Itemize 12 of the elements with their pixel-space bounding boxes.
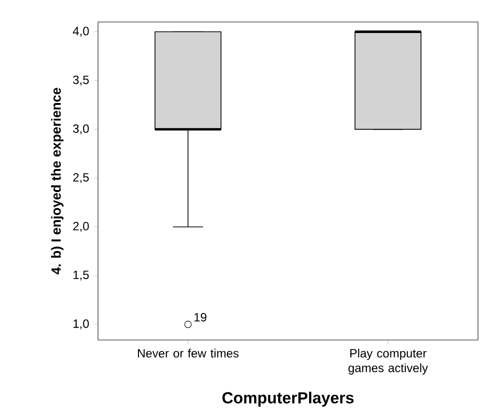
- x-tick-label: Play computer games actively: [348, 348, 428, 375]
- x-axis-title: ComputerPlayers: [222, 392, 354, 407]
- y-tick-label: 4,0: [72, 26, 89, 37]
- annotation: 19: [194, 312, 206, 322]
- y-axis-title: 4. b) I enjoyed the experience: [51, 88, 64, 274]
- y-tick-label: 2,5: [73, 173, 89, 184]
- y-tick-label: 3,5: [73, 76, 89, 86]
- y-tick-label: 3,0: [73, 124, 89, 134]
- y-tick-label: 1,5: [74, 270, 89, 281]
- y-tick-label: 2,0: [73, 222, 89, 232]
- x-tick-label: Never or few times: [138, 348, 239, 358]
- y-tick-label: 1,0: [74, 319, 89, 330]
